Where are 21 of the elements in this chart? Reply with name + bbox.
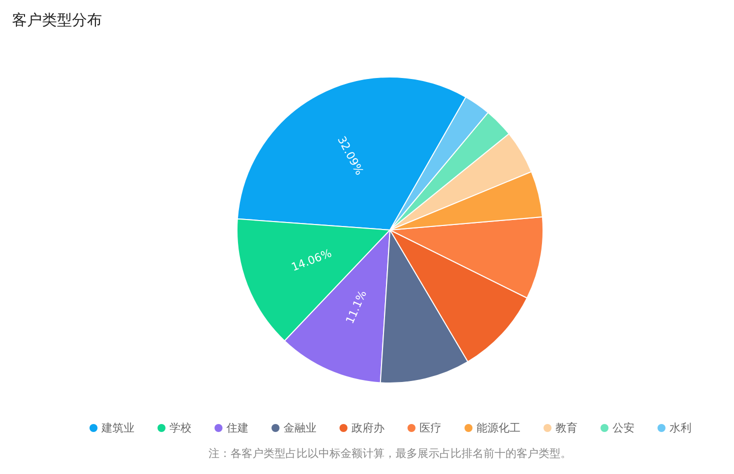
- pie-slice: [390, 171, 543, 230]
- pie-slice: [380, 230, 468, 384]
- legend-label: 医疗: [420, 422, 442, 434]
- legend-label: 建筑业: [100, 422, 134, 434]
- legend-label: 能源化工: [476, 422, 520, 434]
- pie-slice: [390, 112, 510, 230]
- legend-label: 公安: [612, 422, 634, 434]
- pie-slice: [390, 96, 489, 230]
- pie-slice: [284, 230, 390, 384]
- pie-slice: [390, 216, 544, 298]
- legend-label: 住建: [226, 422, 248, 434]
- pie-slice: [236, 218, 390, 342]
- legend-label: 教育: [556, 422, 578, 434]
- legend-label: 学校: [170, 422, 192, 434]
- text: 注：各客户类型占比以中标金额计算，最多展示占比排名前十的客户类型。: [208, 447, 572, 460]
- pie-slice: [236, 76, 466, 230]
- legend-label: 水利: [670, 422, 692, 434]
- legend-label: 政府办: [352, 422, 384, 434]
- pie-slice: [390, 230, 528, 362]
- legend-label: 金融业: [284, 422, 316, 434]
- chart-title: 客户类型分布: [12, 11, 102, 29]
